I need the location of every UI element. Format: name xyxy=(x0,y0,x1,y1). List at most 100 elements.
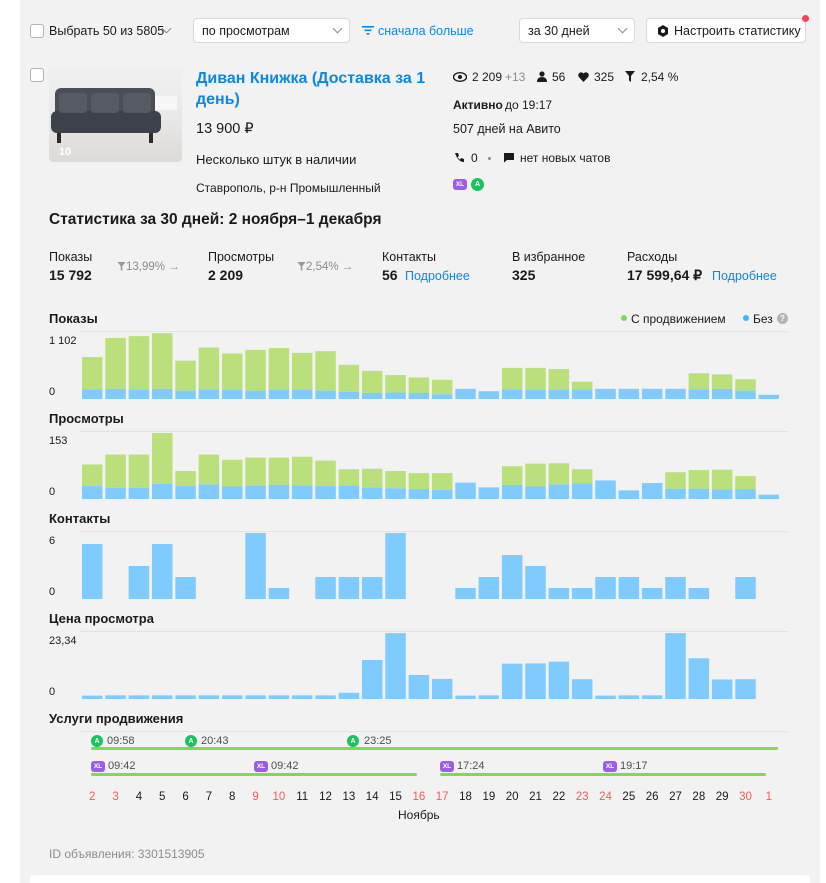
bar[interactable] xyxy=(571,588,593,599)
bar[interactable] xyxy=(268,695,290,699)
sort-order-link[interactable]: сначала больше xyxy=(378,24,474,38)
sort-select[interactable]: по просмотрам xyxy=(193,18,350,43)
bar[interactable] xyxy=(151,695,173,699)
organic-bar[interactable] xyxy=(501,389,523,399)
bar[interactable] xyxy=(338,577,360,599)
promoted-bar[interactable] xyxy=(501,466,523,485)
organic-bar[interactable] xyxy=(455,388,476,399)
bar[interactable] xyxy=(525,566,546,599)
bar[interactable] xyxy=(618,695,640,699)
promoted-bar[interactable] xyxy=(291,456,313,486)
organic-bar[interactable] xyxy=(501,484,523,499)
organic-bar[interactable] xyxy=(82,389,103,399)
bar[interactable] xyxy=(315,577,336,599)
bar[interactable] xyxy=(315,695,336,699)
bar[interactable] xyxy=(455,695,476,699)
promoted-bar[interactable] xyxy=(571,469,593,484)
select-label[interactable]: Выбрать 50 из 5805 xyxy=(49,24,165,38)
organic-bar[interactable] xyxy=(315,486,336,499)
promoted-bar[interactable] xyxy=(175,470,196,487)
promoted-bar[interactable] xyxy=(361,370,383,394)
bar[interactable] xyxy=(221,695,243,699)
listing-title[interactable]: Диван Книжка (Доставка за 1 день) xyxy=(196,70,426,108)
organic-bar[interactable] xyxy=(338,485,360,499)
bar[interactable] xyxy=(595,577,616,599)
promoted-bar[interactable] xyxy=(128,336,150,391)
organic-bar[interactable] xyxy=(758,494,780,499)
promoted-bar[interactable] xyxy=(431,379,453,395)
organic-bar[interactable] xyxy=(618,490,640,499)
bar[interactable] xyxy=(245,695,266,699)
promoted-bar[interactable] xyxy=(688,470,710,489)
promoted-bar[interactable] xyxy=(361,468,383,488)
organic-bar[interactable] xyxy=(338,391,360,399)
bar[interactable] xyxy=(618,577,640,599)
expenses-more-link[interactable]: Подробнее xyxy=(712,269,777,283)
organic-bar[interactable] xyxy=(711,388,733,399)
organic-bar[interactable] xyxy=(245,390,266,399)
promoted-bar[interactable] xyxy=(338,469,360,486)
bar[interactable] xyxy=(82,544,103,599)
bar[interactable] xyxy=(665,633,686,699)
organic-bar[interactable] xyxy=(408,393,430,399)
organic-bar[interactable] xyxy=(268,390,290,399)
promoted-bar[interactable] xyxy=(291,352,313,391)
organic-bar[interactable] xyxy=(548,484,570,499)
listing-photo[interactable]: 10 xyxy=(49,66,182,162)
organic-bar[interactable] xyxy=(175,486,196,499)
promoted-bar[interactable] xyxy=(548,463,570,485)
organic-bar[interactable] xyxy=(105,388,126,399)
organic-bar[interactable] xyxy=(688,488,710,499)
bar[interactable] xyxy=(408,674,430,699)
organic-bar[interactable] xyxy=(291,485,313,499)
sort-order-icon[interactable] xyxy=(362,25,374,35)
bar[interactable] xyxy=(105,695,126,699)
organic-bar[interactable] xyxy=(408,489,430,499)
organic-bar[interactable] xyxy=(245,485,266,499)
organic-bar[interactable] xyxy=(571,483,593,499)
organic-bar[interactable] xyxy=(361,487,383,499)
bar[interactable] xyxy=(688,588,710,599)
organic-bar[interactable] xyxy=(151,388,173,399)
bar[interactable] xyxy=(128,695,150,699)
promoted-bar[interactable] xyxy=(525,463,546,487)
organic-bar[interactable] xyxy=(268,484,290,499)
promoted-bar[interactable] xyxy=(571,381,593,390)
promoted-bar[interactable] xyxy=(431,473,453,490)
bar[interactable] xyxy=(735,679,756,699)
organic-bar[interactable] xyxy=(315,390,336,399)
bar[interactable] xyxy=(198,695,220,699)
organic-bar[interactable] xyxy=(151,483,173,499)
promoted-bar[interactable] xyxy=(128,454,150,488)
promoted-bar[interactable] xyxy=(198,454,220,485)
organic-bar[interactable] xyxy=(641,388,663,399)
promoted-bar[interactable] xyxy=(315,351,336,391)
organic-bar[interactable] xyxy=(385,392,406,399)
promoted-bar[interactable] xyxy=(198,347,220,390)
bar[interactable] xyxy=(385,633,406,699)
promoted-bar[interactable] xyxy=(408,377,430,394)
bar[interactable] xyxy=(128,566,150,599)
organic-bar[interactable] xyxy=(105,487,126,499)
organic-bar[interactable] xyxy=(595,480,616,499)
organic-bar[interactable] xyxy=(478,391,500,399)
bar[interactable] xyxy=(735,577,756,599)
organic-bar[interactable] xyxy=(221,390,243,399)
organic-bar[interactable] xyxy=(198,389,220,399)
bar[interactable] xyxy=(525,663,546,699)
contacts-more-link[interactable]: Подробнее xyxy=(405,269,470,283)
bar[interactable] xyxy=(711,679,733,699)
bar[interactable] xyxy=(338,692,360,699)
promoted-bar[interactable] xyxy=(105,337,126,389)
promoted-bar[interactable] xyxy=(525,367,546,391)
promoted-bar[interactable] xyxy=(501,367,523,390)
organic-bar[interactable] xyxy=(735,390,756,399)
bar[interactable] xyxy=(291,695,313,699)
bar[interactable] xyxy=(665,577,686,599)
promoted-bar[interactable] xyxy=(245,349,266,391)
promoted-bar[interactable] xyxy=(665,472,686,489)
configure-stats-button[interactable]: Настроить статистику xyxy=(646,18,806,43)
organic-bar[interactable] xyxy=(548,390,570,399)
bar[interactable] xyxy=(548,588,570,599)
promoted-bar[interactable] xyxy=(385,470,406,489)
